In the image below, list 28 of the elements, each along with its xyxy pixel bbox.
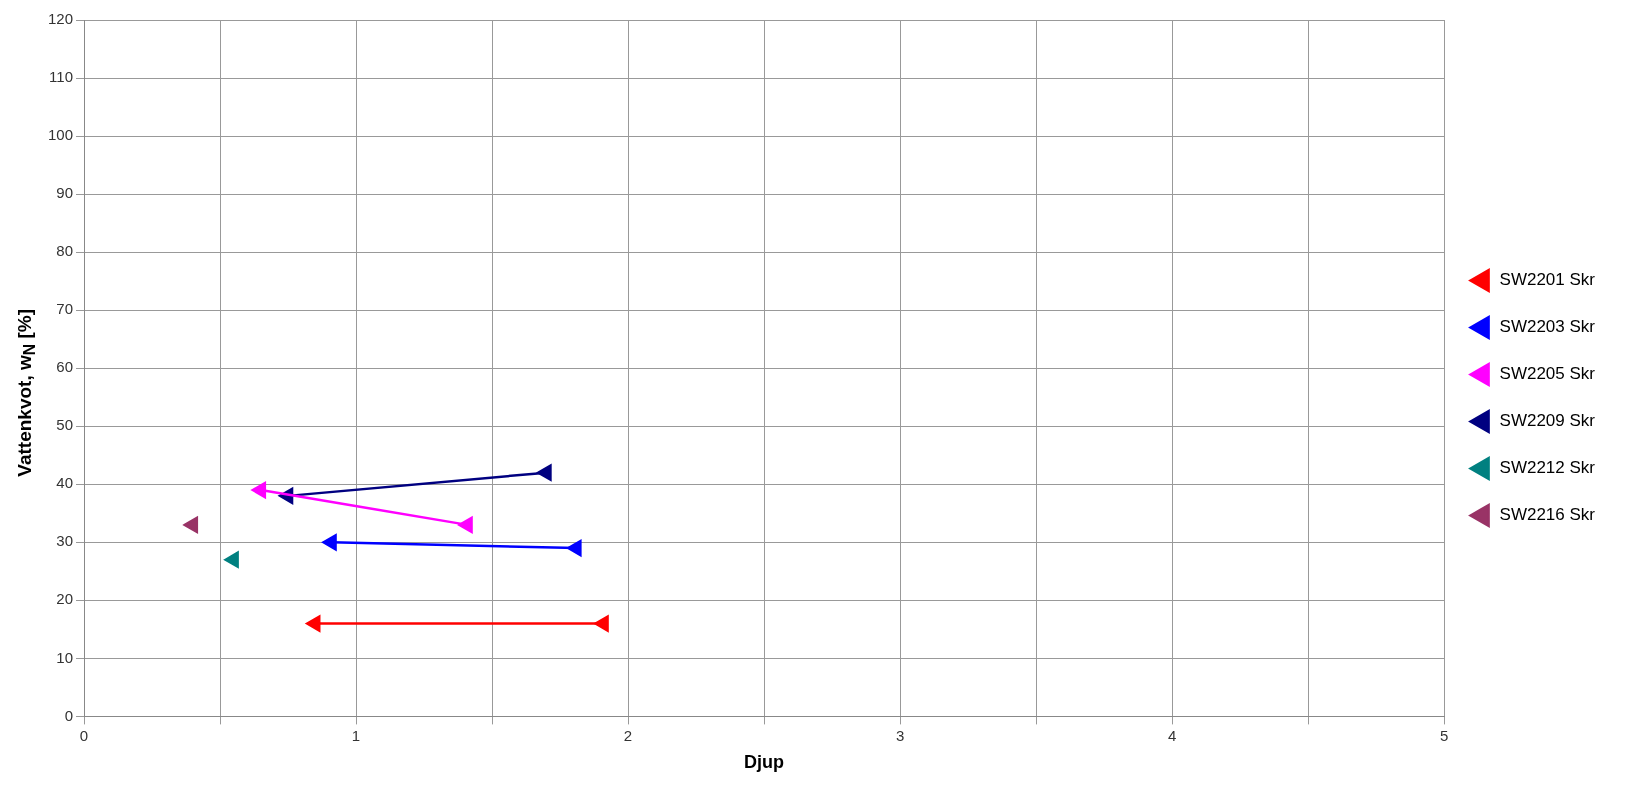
y-tick-label: 110 <box>48 68 73 86</box>
y-tick-label: 90 <box>56 184 73 202</box>
legend-label: SW2201 Skr <box>1499 270 1596 290</box>
y-tick-label: 100 <box>47 126 73 144</box>
y-tick-label: 30 <box>56 532 73 550</box>
y-tick-label: 120 <box>47 10 73 28</box>
y-tick-label: 40 <box>56 474 73 492</box>
legend-label: SW2205 Skr <box>1499 364 1596 384</box>
x-tick-label: 4 <box>1167 726 1177 744</box>
y-tick-label: 80 <box>56 242 73 260</box>
x-axis-title: Djup <box>743 752 784 773</box>
y-tick-label: 20 <box>56 590 73 608</box>
legend-label: SW2212 Skr <box>1499 458 1596 478</box>
point <box>183 516 198 534</box>
legend-label: SW2209 Skr <box>1499 411 1596 431</box>
x-tick-label: 1 <box>351 726 361 744</box>
x-tick-label: 2 <box>623 726 633 744</box>
x-tick-label: 0 <box>79 726 88 744</box>
x-tick-label: 3 <box>895 726 905 744</box>
y-tick-label: 60 <box>56 358 73 376</box>
point <box>224 551 239 568</box>
x-tick-label: 5 <box>1439 726 1449 744</box>
y-tick-label: 50 <box>56 416 73 434</box>
y-tick-label: 10 <box>56 648 73 666</box>
legend-label: SW2216 Skr <box>1499 505 1596 525</box>
y-tick-label: 70 <box>56 300 73 318</box>
y-tick-label: 0 <box>64 706 73 724</box>
legend-label: SW2203 Skr <box>1499 317 1596 337</box>
